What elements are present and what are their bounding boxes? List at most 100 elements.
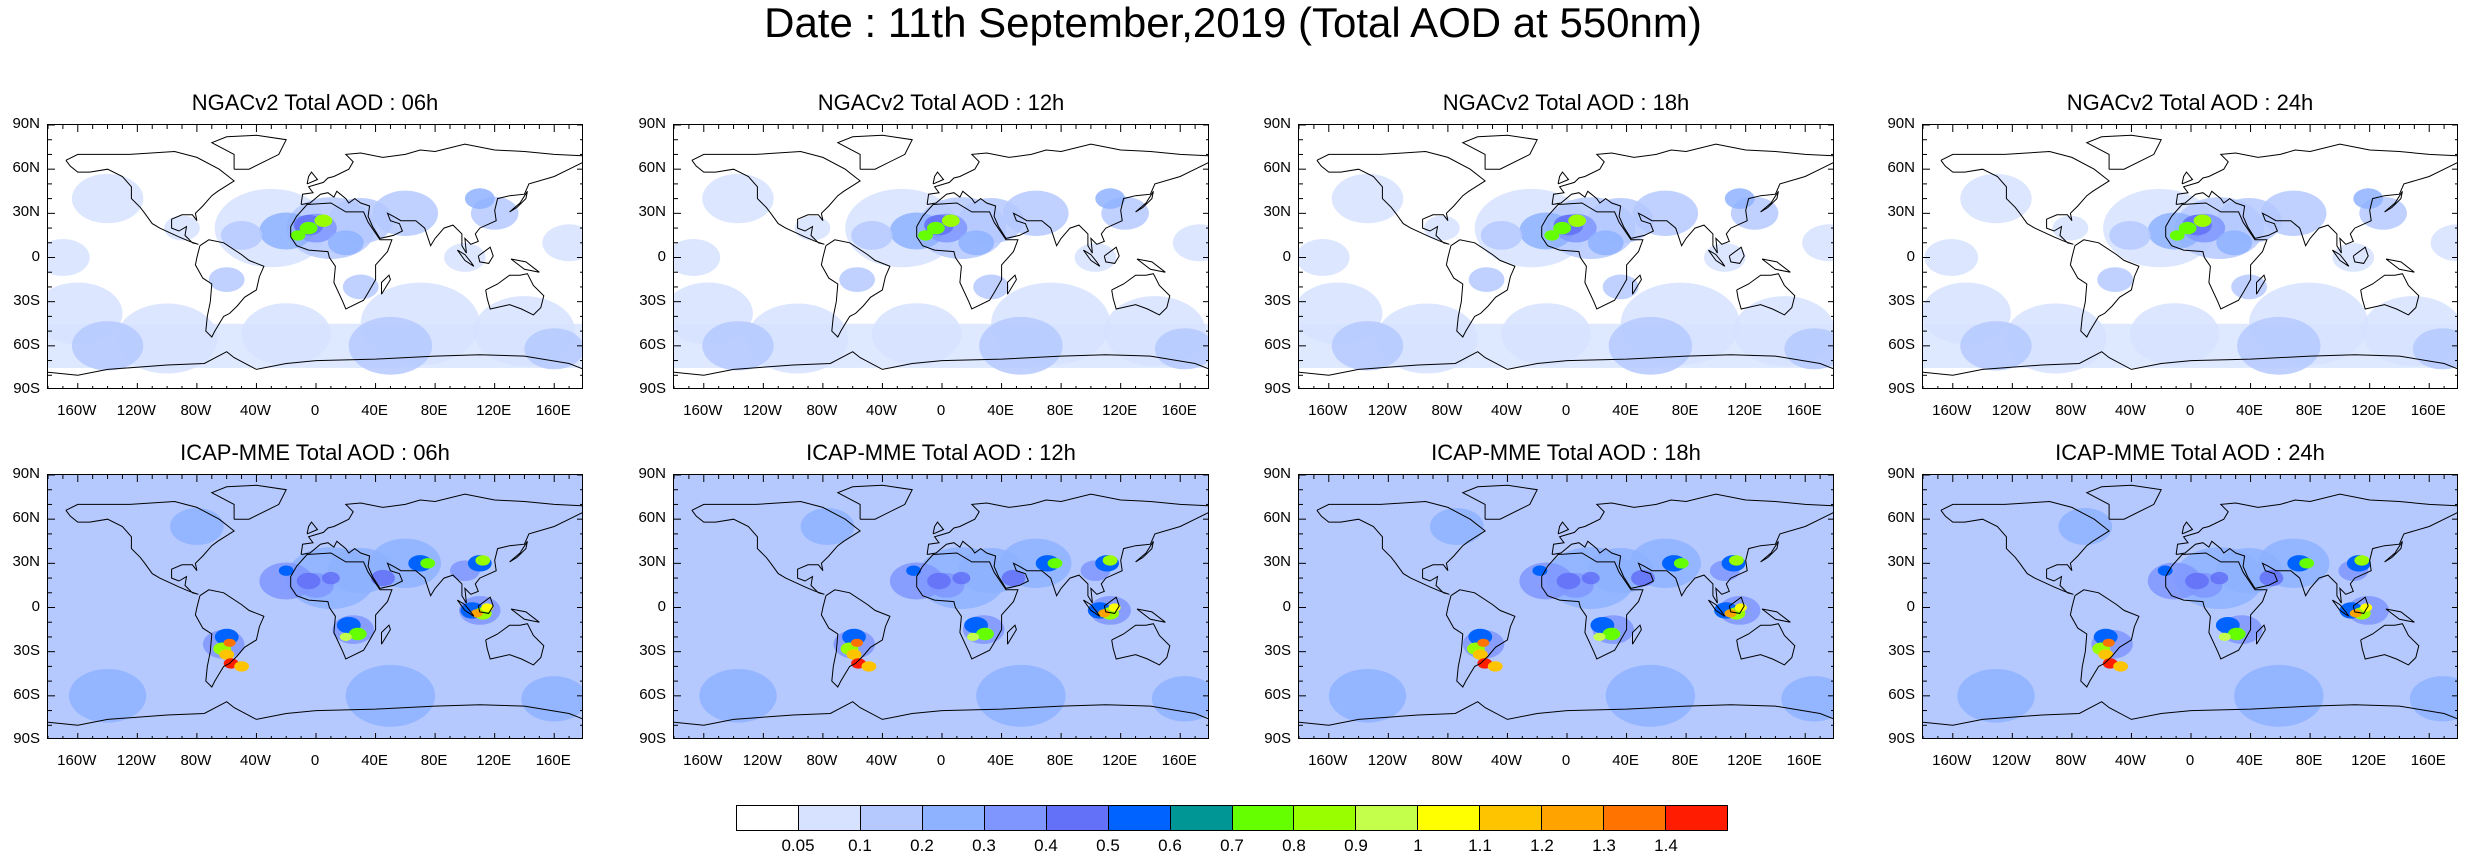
coastline (2384, 541, 2403, 563)
lat-tick-label: 60N (1887, 159, 1915, 177)
colorbar-label: 1.4 (1654, 836, 1678, 855)
colorbar-swatch (1418, 806, 1481, 830)
lat-tick-label: 0 (1282, 597, 1291, 615)
coastline (1299, 351, 1833, 376)
coastline (1632, 274, 1642, 295)
colorbar-swatch (860, 806, 923, 830)
lon-tick-label: 0 (310, 752, 320, 769)
lon-tick-label: 80E (1671, 402, 1699, 419)
colorbar-swatch (1480, 806, 1543, 830)
aod-patch (420, 558, 436, 569)
map-panel: NGACv2 Total AOD : 12h 90N 60N 30N 0 30S 60S 90… (638, 91, 1209, 419)
aod-patch (2052, 215, 2089, 241)
aod-patch (2227, 627, 2246, 641)
aod-patch (2349, 609, 2362, 618)
aod-patch (1960, 173, 2032, 224)
lat-tick-label: 90N (1263, 115, 1291, 132)
aod-patch (2127, 651, 2223, 718)
coastline (1760, 541, 1779, 563)
lon-tick-label: 40E (1612, 752, 1639, 769)
lat-tick-label: 30S (13, 641, 40, 659)
aod-patch (1331, 321, 1404, 371)
lon-tick-label: 160W (57, 752, 97, 769)
aod-patch (1498, 651, 1594, 718)
aod-patch (1325, 519, 1410, 578)
aod-patch (1802, 574, 1833, 612)
coastline (509, 541, 528, 563)
lat-tick-label: 30N (12, 553, 40, 571)
panel-title: NGACv2 Total AOD : 18h (1442, 90, 1690, 115)
lat-tick-label: 60S (1264, 335, 1291, 353)
aod-patch (170, 508, 224, 545)
lat-tick-label: 90N (12, 465, 40, 482)
colorbar-label: 0.5 (1096, 836, 1120, 855)
coastline (1557, 171, 1570, 185)
aod-patch (542, 224, 582, 262)
aod-patch (223, 638, 236, 647)
aod-patch (861, 661, 877, 672)
aod-patch (521, 676, 582, 722)
coastline (2331, 599, 2350, 617)
coastline (1082, 249, 1101, 267)
lat-tick-label: 90N (12, 115, 40, 132)
coastline (1082, 599, 1101, 617)
aod-patch (1472, 649, 1488, 660)
lon-tick-label: 40E (987, 752, 1014, 769)
aod-patch (918, 230, 933, 241)
lon-tick-label: 80E (1671, 752, 1699, 769)
aod-patch (1802, 224, 1833, 262)
colorbar-swatch (1542, 806, 1605, 830)
aod-patch (2430, 224, 2457, 262)
aod-patch (1501, 303, 1591, 365)
lon-tick-label: 40W (866, 402, 897, 419)
aod-patch (314, 214, 333, 227)
lon-tick-label: 120E (1727, 402, 1763, 419)
coastline (2181, 171, 2194, 185)
aod-patch (927, 572, 951, 590)
lat-tick-label: 90N (638, 465, 666, 482)
aod-map (674, 125, 1208, 388)
coastline (2256, 274, 2266, 295)
colorbar-label: 0.05 (781, 836, 815, 855)
lon-tick-label: 160E (1161, 752, 1197, 769)
coastline (2385, 608, 2415, 623)
colorbar-swatch (1108, 806, 1171, 830)
coastline (674, 701, 1208, 726)
coastline (1541, 552, 1644, 660)
coastline (456, 249, 475, 267)
aod-patch (941, 214, 960, 227)
lon-tick-label: 40W (240, 752, 271, 769)
coastline (1707, 599, 1726, 617)
coastline (1461, 134, 1538, 170)
aod-patch (927, 221, 945, 235)
lat-tick-label: 60S (639, 335, 666, 353)
colorbar-swatch (798, 806, 861, 830)
coastline (1461, 484, 1538, 520)
lon-tick-label: 120E (2351, 402, 2387, 419)
coastline (306, 521, 319, 535)
aod-patch (68, 669, 147, 723)
lon-tick-label: 40W (2115, 402, 2146, 419)
coastline (1728, 596, 1745, 614)
coastline (2331, 249, 2350, 267)
panel-title: ICAP-MME Total AOD : 06h (180, 440, 450, 465)
coastline (290, 202, 393, 310)
aod-patch (470, 609, 483, 618)
aod-patch (1480, 221, 1523, 250)
aod-patch (1553, 221, 1572, 235)
lon-tick-label: 0 (310, 402, 320, 419)
lon-tick-label: 120W (116, 402, 156, 419)
aod-patch (219, 649, 235, 660)
lat-tick-label: 60N (12, 159, 40, 177)
coastline (2352, 596, 2369, 614)
lat-tick-label: 60N (1263, 509, 1291, 527)
colorbar-swatch (1604, 806, 1667, 830)
coastline (1923, 701, 2457, 726)
coastline (1541, 202, 1644, 310)
coastline (477, 596, 494, 614)
lat-tick-label: 60N (1887, 509, 1915, 527)
aod-map (1923, 475, 2457, 738)
aod-patch (2193, 214, 2212, 227)
coastline (194, 589, 265, 688)
coastline (1940, 150, 2110, 245)
